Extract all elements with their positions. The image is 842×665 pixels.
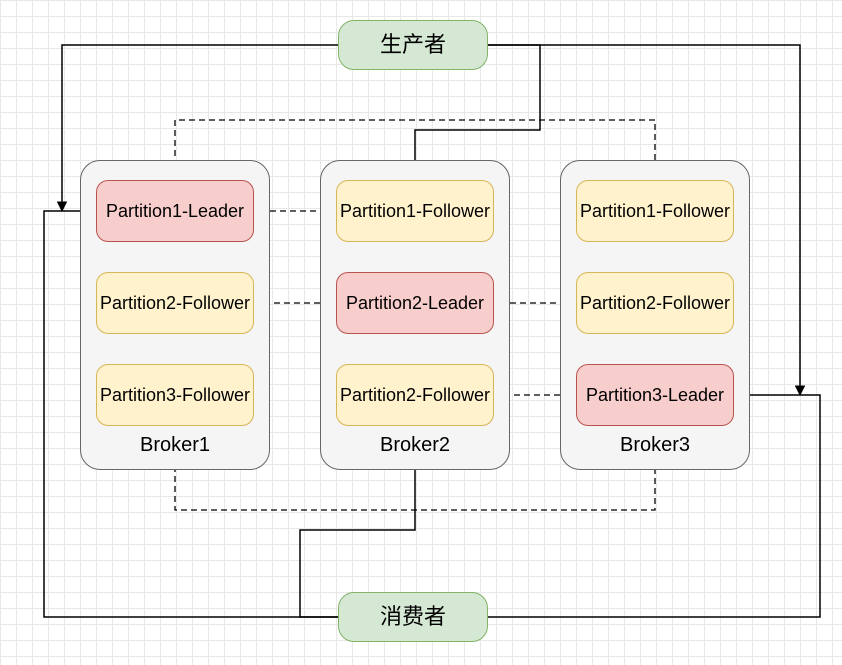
partition-2-1: Partition1-Follower <box>336 180 494 242</box>
partition-2-2: Partition2-Leader <box>336 272 494 334</box>
partition-1-2: Partition2-Follower <box>96 272 254 334</box>
partition-2-3: Partition2-Follower <box>336 364 494 426</box>
partition-3-1: Partition1-Follower <box>576 180 734 242</box>
broker-label-3: Broker3 <box>560 434 750 457</box>
partition-1-3: Partition3-Follower <box>96 364 254 426</box>
consumer-box: 消费者 <box>338 592 488 642</box>
broker-label-2: Broker2 <box>320 434 510 457</box>
diagram-canvas: 生产者消费者 Broker1 Partition1-Leader Partition2… <box>0 0 842 665</box>
partition-3-3: Partition3-Leader <box>576 364 734 426</box>
producer-box: 生产者 <box>338 20 488 70</box>
partition-3-2: Partition2-Follower <box>576 272 734 334</box>
partition-1-1: Partition1-Leader <box>96 180 254 242</box>
broker-label-1: Broker1 <box>80 434 270 457</box>
